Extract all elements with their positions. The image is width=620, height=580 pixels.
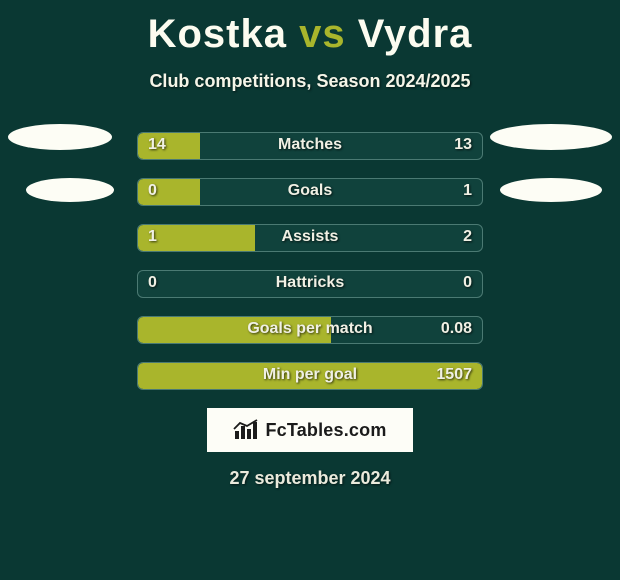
player1-name: Kostka (148, 12, 287, 56)
stat-label: Goals per match (138, 320, 482, 338)
stat-value-right: 13 (454, 136, 472, 154)
stat-value-right: 1 (463, 182, 472, 200)
stat-row: 1Assists2 (137, 224, 483, 252)
stat-row: Min per goal1507 (137, 362, 483, 390)
brand-icon (233, 419, 259, 441)
stat-value-right: 0.08 (441, 320, 472, 338)
decorative-ellipse (8, 124, 112, 150)
stat-label: Matches (138, 136, 482, 154)
decorative-ellipse (500, 178, 602, 202)
stat-row: 0Goals1 (137, 178, 483, 206)
brand-badge[interactable]: FcTables.com (207, 408, 413, 452)
comparison-title: Kostka vs Vydra (0, 0, 620, 57)
brand-text: FcTables.com (265, 420, 386, 441)
player2-name: Vydra (358, 12, 473, 56)
stat-label: Goals (138, 182, 482, 200)
stat-row: Goals per match0.08 (137, 316, 483, 344)
comparison-subtitle: Club competitions, Season 2024/2025 (0, 71, 620, 92)
decorative-ellipse (490, 124, 612, 150)
snapshot-date: 27 september 2024 (0, 468, 620, 489)
stat-row: 0Hattricks0 (137, 270, 483, 298)
stat-value-right: 2 (463, 228, 472, 246)
stat-label: Assists (138, 228, 482, 246)
vs-separator: vs (299, 12, 346, 56)
stats-panel: 14Matches130Goals11Assists20Hattricks0Go… (137, 132, 483, 390)
stat-value-right: 1507 (436, 366, 472, 384)
stat-value-right: 0 (463, 274, 472, 292)
stat-row: 14Matches13 (137, 132, 483, 160)
decorative-ellipse (26, 178, 114, 202)
stat-label: Min per goal (138, 366, 482, 384)
stat-label: Hattricks (138, 274, 482, 292)
